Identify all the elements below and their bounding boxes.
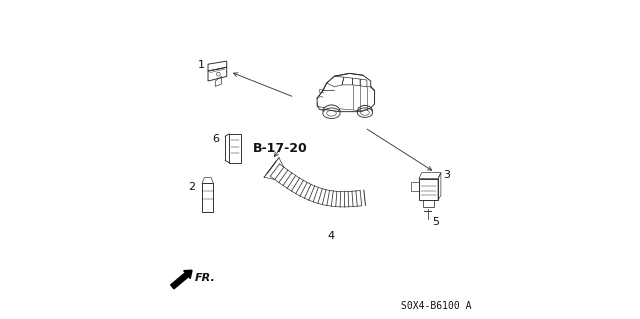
Text: 3: 3: [444, 170, 451, 180]
Text: FR.: FR.: [195, 273, 216, 283]
Text: 2: 2: [188, 182, 195, 192]
Text: 5: 5: [432, 217, 439, 227]
Text: 6: 6: [212, 134, 220, 144]
Polygon shape: [184, 270, 192, 278]
Polygon shape: [171, 273, 189, 289]
Text: 1: 1: [198, 60, 205, 70]
Text: B-17-20: B-17-20: [253, 142, 308, 155]
Text: S0X4-B6100 A: S0X4-B6100 A: [401, 301, 472, 311]
Text: 4: 4: [328, 231, 335, 241]
